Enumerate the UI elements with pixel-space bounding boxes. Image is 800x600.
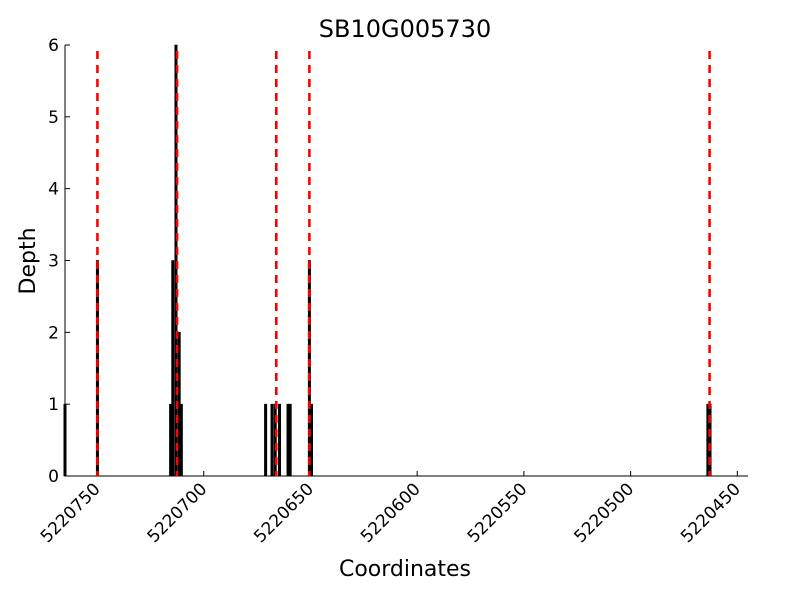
depth-bar bbox=[95, 260, 99, 477]
depth-bar bbox=[288, 403, 292, 477]
y-tick-label: 1 bbox=[48, 395, 59, 415]
x-tick-label: 5220650 bbox=[250, 479, 318, 547]
plot-area: 0 1 2 3 4 5 6 5220750 5220700 5220650 5220600 52205… bbox=[37, 36, 748, 547]
x-tick-label: 5220600 bbox=[357, 479, 425, 547]
depth-bar bbox=[270, 403, 274, 477]
x-tick-label: 5220450 bbox=[677, 479, 745, 547]
depth-bar bbox=[278, 403, 282, 477]
depth-bar bbox=[310, 403, 314, 477]
y-tick-label: 2 bbox=[48, 323, 59, 343]
x-tick-label: 5220750 bbox=[37, 479, 105, 547]
y-tick-label: 5 bbox=[48, 108, 59, 128]
x-tick-label: 5220550 bbox=[464, 479, 532, 547]
depth-bar bbox=[264, 403, 268, 477]
y-tick-label: 3 bbox=[48, 252, 59, 272]
depth-bar bbox=[179, 403, 183, 477]
chart-title: SB10G005730 bbox=[319, 15, 491, 43]
depth-bar bbox=[171, 260, 175, 477]
depth-bar bbox=[307, 260, 311, 477]
y-axis-title: Depth bbox=[16, 227, 41, 294]
y-tick-label: 4 bbox=[48, 180, 59, 200]
y-tick-label: 6 bbox=[48, 36, 59, 56]
y-tick-label: 0 bbox=[48, 467, 59, 487]
depth-bar bbox=[174, 44, 178, 477]
depth-bar bbox=[63, 403, 67, 477]
x-tick-label: 5220500 bbox=[570, 479, 638, 547]
x-axis-title: Coordinates bbox=[339, 557, 471, 582]
depth-bar bbox=[708, 403, 712, 477]
depth-bar bbox=[273, 403, 277, 477]
x-tick-label: 5220700 bbox=[144, 479, 212, 547]
